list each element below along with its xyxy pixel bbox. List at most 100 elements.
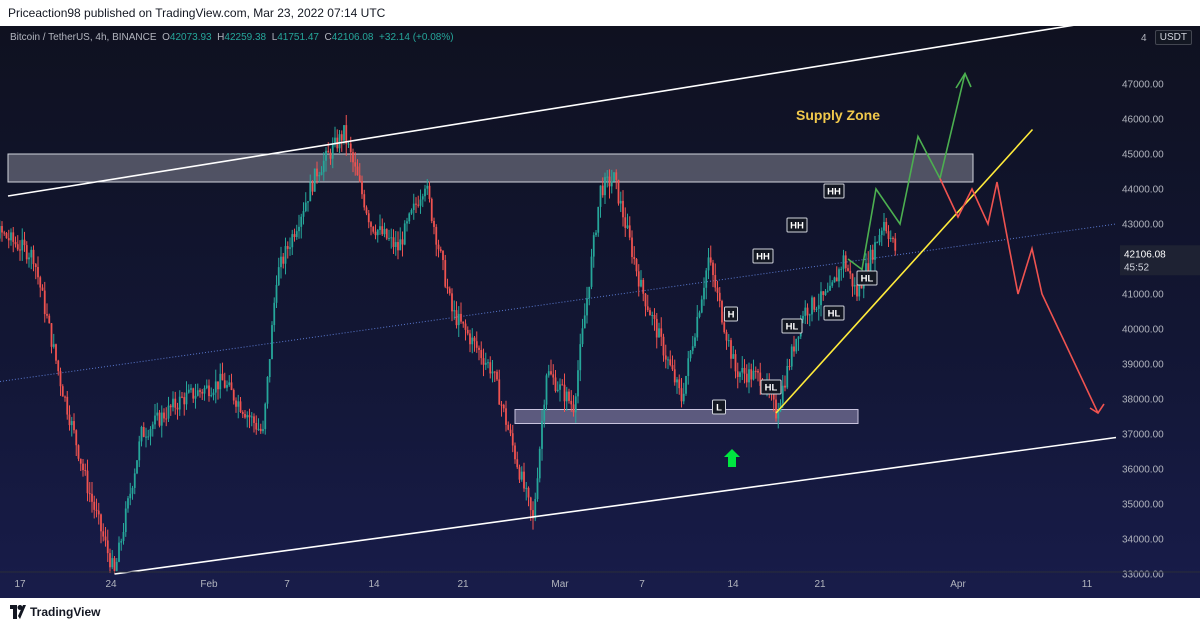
candle[interactable]: [822, 291, 825, 295]
candle[interactable]: [579, 344, 582, 371]
candle[interactable]: [523, 471, 525, 489]
candle[interactable]: [516, 459, 519, 468]
candle[interactable]: [520, 471, 523, 480]
candle[interactable]: [604, 177, 606, 196]
candle[interactable]: [644, 293, 647, 307]
candle[interactable]: [824, 291, 827, 295]
candle[interactable]: [428, 185, 431, 199]
candle[interactable]: [689, 350, 692, 359]
candle[interactable]: [469, 333, 471, 345]
candle[interactable]: [313, 168, 316, 192]
candle[interactable]: [745, 373, 748, 383]
candle[interactable]: [257, 428, 260, 430]
mid-channel-line[interactable]: [0, 223, 1117, 382]
candle[interactable]: [867, 263, 870, 272]
candle[interactable]: [831, 282, 834, 286]
candle[interactable]: [869, 249, 872, 272]
candle[interactable]: [694, 337, 696, 347]
candle[interactable]: [0, 226, 1, 239]
candle[interactable]: [178, 396, 181, 410]
candle[interactable]: [703, 287, 705, 300]
candle[interactable]: [19, 249, 21, 251]
candle[interactable]: [642, 279, 645, 294]
candle[interactable]: [590, 256, 593, 287]
candle[interactable]: [682, 393, 685, 402]
candle[interactable]: [280, 256, 282, 268]
candle[interactable]: [815, 308, 818, 310]
candle[interactable]: [181, 396, 183, 398]
candle[interactable]: [502, 404, 505, 409]
candle[interactable]: [536, 478, 539, 500]
candle[interactable]: [509, 429, 512, 434]
candle[interactable]: [595, 232, 597, 236]
candle[interactable]: [806, 307, 809, 316]
candle[interactable]: [212, 392, 215, 396]
candle[interactable]: [633, 257, 636, 260]
candle[interactable]: [376, 229, 379, 236]
candle[interactable]: [838, 269, 840, 282]
candle[interactable]: [363, 194, 366, 208]
candle[interactable]: [664, 355, 667, 360]
candle[interactable]: [471, 337, 474, 345]
candle[interactable]: [190, 388, 192, 390]
candle[interactable]: [338, 134, 341, 149]
candle[interactable]: [48, 315, 51, 324]
candle[interactable]: [635, 259, 638, 272]
candle[interactable]: [446, 286, 449, 289]
candle[interactable]: [651, 314, 654, 316]
candle[interactable]: [460, 313, 462, 322]
candle[interactable]: [775, 399, 777, 419]
candle[interactable]: [228, 382, 231, 386]
candle[interactable]: [671, 365, 674, 370]
candle[interactable]: [397, 242, 399, 251]
candle[interactable]: [23, 239, 26, 246]
candle[interactable]: [5, 233, 8, 239]
candle[interactable]: [480, 350, 483, 359]
candle[interactable]: [156, 412, 159, 416]
candle[interactable]: [122, 532, 125, 541]
candle[interactable]: [608, 176, 611, 187]
candle[interactable]: [118, 542, 120, 562]
candle[interactable]: [750, 369, 753, 380]
candle[interactable]: [797, 336, 800, 339]
candle[interactable]: [496, 371, 498, 380]
candle[interactable]: [340, 134, 343, 141]
candle[interactable]: [311, 182, 314, 192]
channel-lower-line[interactable]: [114, 436, 1117, 575]
candle[interactable]: [547, 371, 550, 376]
candle[interactable]: [1, 226, 3, 233]
candle[interactable]: [712, 262, 714, 276]
candle[interactable]: [406, 221, 408, 224]
candle[interactable]: [372, 226, 375, 232]
candle[interactable]: [349, 143, 352, 153]
candle[interactable]: [169, 405, 172, 408]
candle[interactable]: [412, 203, 415, 211]
candle[interactable]: [61, 386, 64, 397]
candle[interactable]: [273, 302, 276, 326]
candle[interactable]: [97, 510, 100, 515]
candle[interactable]: [678, 379, 681, 389]
candle[interactable]: [10, 232, 12, 241]
candle[interactable]: [41, 287, 44, 291]
candle[interactable]: [725, 332, 728, 341]
candle[interactable]: [781, 385, 784, 403]
candle[interactable]: [75, 430, 78, 446]
candle[interactable]: [246, 415, 249, 418]
candle[interactable]: [399, 239, 402, 251]
candle[interactable]: [426, 185, 429, 189]
candle[interactable]: [50, 323, 53, 347]
candle[interactable]: [874, 242, 876, 260]
candle[interactable]: [145, 436, 147, 438]
candle[interactable]: [14, 241, 17, 245]
candle[interactable]: [361, 181, 363, 195]
candle[interactable]: [106, 540, 109, 554]
candle[interactable]: [95, 509, 98, 511]
candle[interactable]: [88, 493, 91, 495]
candle[interactable]: [370, 222, 372, 227]
candle[interactable]: [356, 166, 359, 176]
price-chart[interactable]: Supply ZoneHHHHHHHHLHLHLHLL47000.0046000…: [0, 26, 1200, 598]
candle[interactable]: [271, 325, 273, 360]
candle[interactable]: [352, 152, 354, 163]
candle[interactable]: [439, 249, 442, 251]
candle[interactable]: [403, 223, 406, 245]
